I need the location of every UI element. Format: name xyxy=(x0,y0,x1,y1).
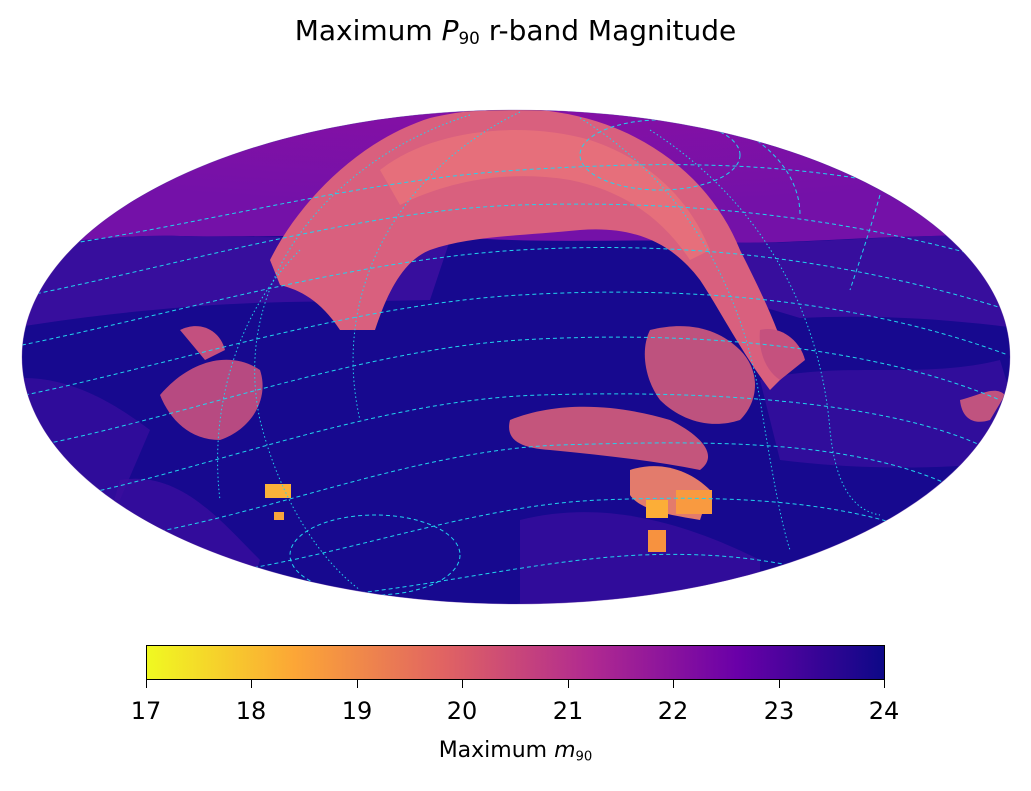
colorbar-tick xyxy=(251,680,252,688)
ring-patch-west xyxy=(160,359,263,440)
map-outline xyxy=(21,109,1011,605)
colorbar-tick-label: 20 xyxy=(446,697,478,725)
brightest-spot-1 xyxy=(265,484,291,498)
colorbar-tick xyxy=(673,680,674,688)
colorbar-tick xyxy=(462,680,463,688)
map-title: Maximum P90 r-band Magnitude xyxy=(294,14,737,49)
colorbar-tick-label: 19 xyxy=(341,697,373,725)
brightest-spot-5 xyxy=(274,512,284,520)
brightest-spot-4 xyxy=(648,530,666,552)
colorbar-tick xyxy=(568,680,569,688)
brightest-spot-2 xyxy=(646,500,668,518)
bright-arch-highlight xyxy=(380,130,710,260)
ring-patch-far-east xyxy=(960,390,1005,422)
colorbar-label: Maximum m90 xyxy=(438,738,593,765)
colorbar-tick-label: 24 xyxy=(868,697,900,725)
ring-patch-southwest xyxy=(180,326,225,360)
colorbar-tick-label: 18 xyxy=(235,697,267,725)
ring-patch-east xyxy=(644,326,755,424)
ring-patch-south xyxy=(509,406,709,470)
colorbar-tick xyxy=(779,680,780,688)
colorbar-tick xyxy=(357,680,358,688)
colorbar xyxy=(146,645,885,680)
colorbar-tick-label: 21 xyxy=(552,697,584,725)
colorbar-tick-label: 22 xyxy=(657,697,689,725)
east-purple-patch xyxy=(760,360,1010,468)
colorbar-tick-label: 23 xyxy=(763,697,795,725)
ring-patch-east-mid xyxy=(759,329,805,380)
brightest-spot-3 xyxy=(676,490,712,514)
mid-latitude-band-east xyxy=(720,235,1010,330)
colorbar-tick xyxy=(146,680,147,688)
colorbar-tick-label: 17 xyxy=(130,697,162,725)
dotted-meridians xyxy=(217,111,881,591)
colorbar-tick xyxy=(884,680,885,688)
